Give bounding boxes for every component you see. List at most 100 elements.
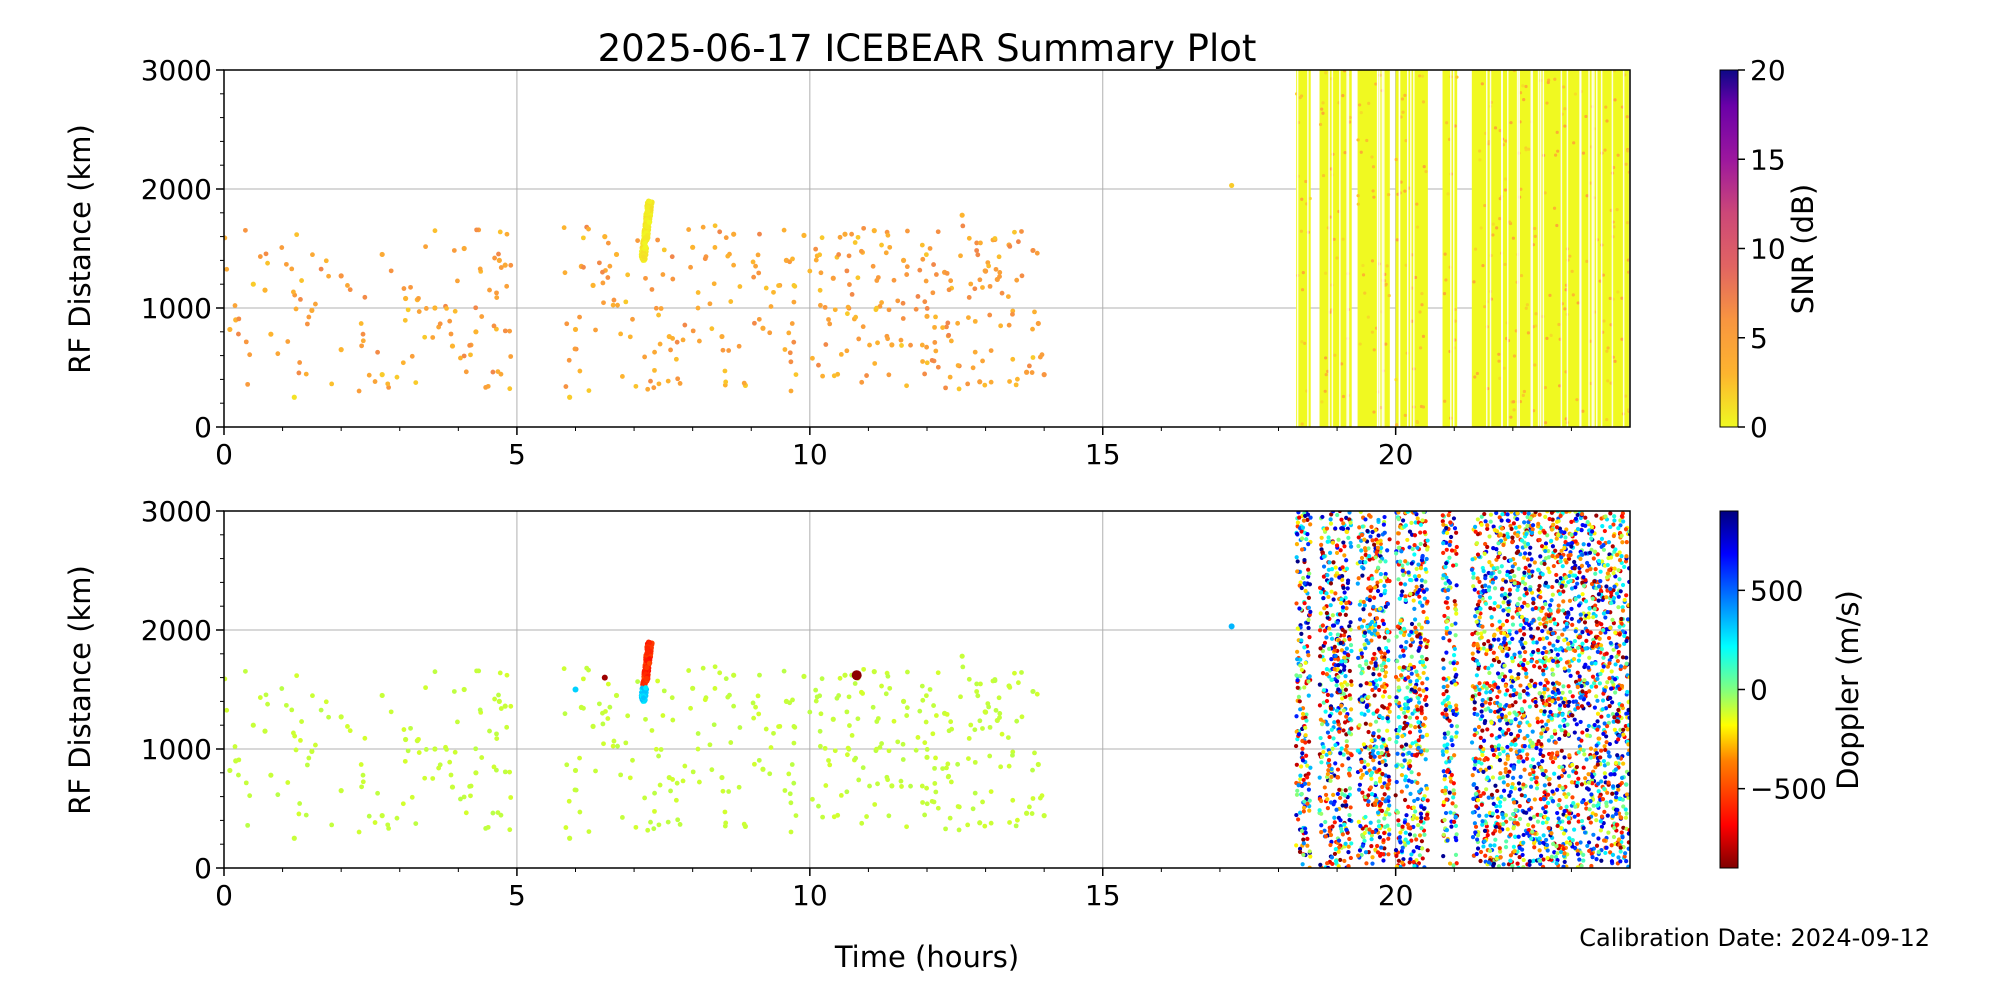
doppler-point [1326,758,1332,763]
doppler-point [1613,547,1618,552]
doppler-point [1441,832,1446,837]
doppler-point [1593,603,1598,608]
doppler-point [1499,794,1504,799]
doppler-point [1441,666,1446,671]
doppler-point [1380,715,1385,721]
doppler-point [1303,660,1308,666]
doppler-point [1508,858,1513,863]
snr-point [1602,319,1606,323]
doppler-point [1336,657,1341,662]
doppler-point [1583,776,1588,781]
doppler-point [1454,706,1459,712]
doppler-point [1328,581,1334,586]
doppler-point [1338,548,1343,553]
snr-point [752,320,757,326]
doppler-point [1580,689,1585,694]
snr-point [723,379,729,385]
snr-point [490,369,496,375]
doppler-point [1522,736,1527,741]
doppler-point [1420,846,1425,851]
doppler-point [1572,814,1577,819]
doppler-point [1386,774,1391,779]
doppler-point [1421,511,1426,515]
doppler-point [1410,741,1415,746]
doppler-point [1567,663,1572,668]
doppler-point [1538,861,1543,866]
doppler-point [1355,581,1360,586]
doppler-point [1491,524,1496,529]
doppler-point [1339,746,1344,751]
snr-point [924,344,930,350]
doppler-point [1341,633,1347,638]
doppler-point [1500,812,1505,817]
doppler-point [1416,720,1421,725]
snr-point [605,240,611,246]
doppler-point [1502,797,1507,802]
snr-point [790,256,795,262]
doppler-point [1537,616,1542,621]
doppler-point [1416,696,1421,701]
doppler-point [1517,524,1522,529]
doppler-point [1620,605,1625,610]
snr-point [432,305,438,311]
doppler-point [1415,672,1420,678]
doppler-point [1302,601,1307,606]
doppler-point [1417,853,1422,858]
doppler-point [1481,791,1486,796]
snr-point [611,297,617,303]
doppler-point [1297,846,1303,851]
doppler-point [1477,691,1482,697]
doppler-point [1497,776,1502,781]
doppler-point [1329,657,1334,662]
snr-gap-line [1489,70,1492,427]
doppler-point [1362,838,1367,844]
doppler-point [1489,663,1494,668]
doppler-point [1490,747,1495,752]
snr-point [827,321,833,327]
doppler-point [1604,740,1609,745]
doppler-point [1479,709,1484,714]
doppler-point [1366,793,1371,798]
doppler-point [1555,638,1560,644]
doppler-point [1601,547,1607,552]
doppler-point [1334,683,1339,688]
doppler-point [1321,564,1327,569]
doppler-point [1524,756,1530,761]
doppler-point [1611,621,1616,626]
doppler-point [1545,680,1550,685]
doppler-point [1470,773,1475,778]
doppler-point [1535,716,1540,721]
doppler-point [1575,581,1580,586]
doppler-point [1332,815,1337,820]
doppler-point [1328,778,1333,783]
doppler-point [1423,757,1428,762]
snr-point [1303,341,1307,345]
doppler-point [1536,567,1541,572]
doppler-point [1452,791,1457,796]
doppler-point [1302,781,1308,786]
doppler-point [1610,852,1616,857]
snr-point [1415,419,1419,424]
doppler-point [1618,589,1623,594]
snr-point [946,332,952,338]
doppler-point [1375,580,1380,585]
doppler-point [1529,634,1534,639]
y-tick-label: 1000 [141,292,212,325]
doppler-point [1624,638,1629,644]
doppler-point [1517,749,1522,754]
snr-y-axis-label: RF Distance (km) [63,124,97,374]
snr-point [1324,71,1328,75]
snr-point [786,330,792,336]
doppler-point [1475,798,1481,803]
doppler-point [1371,758,1376,763]
snr-point [236,331,241,337]
snr-point [358,321,364,326]
doppler-point [1503,591,1508,597]
doppler-point [1579,694,1584,699]
doppler-point [1482,839,1487,844]
doppler-point [1424,644,1429,650]
doppler-point [1610,700,1615,705]
doppler-point [1593,812,1598,817]
snr-point [1478,149,1482,153]
doppler-point [1506,608,1511,613]
